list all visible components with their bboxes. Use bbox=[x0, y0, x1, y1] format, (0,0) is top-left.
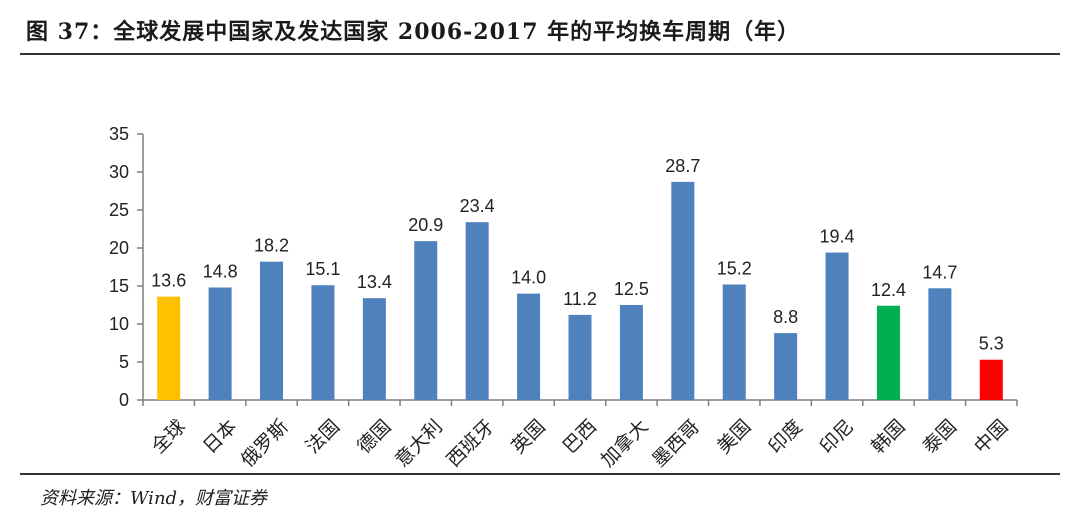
bar bbox=[979, 359, 1003, 400]
y-tick-label: 0 bbox=[119, 390, 129, 410]
bar bbox=[465, 222, 489, 400]
y-tick-label: 30 bbox=[109, 162, 129, 182]
bar-value-label: 11.2 bbox=[563, 289, 597, 309]
source-divider bbox=[20, 473, 1060, 475]
chart-bars bbox=[157, 181, 1003, 400]
x-category-label: 墨西哥 bbox=[648, 416, 704, 472]
bar bbox=[311, 285, 335, 400]
bar bbox=[671, 181, 695, 400]
x-category-label: 日本 bbox=[199, 416, 241, 458]
bar bbox=[362, 298, 386, 400]
bar-value-label: 14.0 bbox=[511, 268, 546, 288]
bar-value-label: 13.6 bbox=[151, 271, 186, 291]
x-category-label: 泰国 bbox=[919, 416, 961, 458]
bar bbox=[876, 305, 900, 400]
bar-value-label: 13.4 bbox=[357, 272, 392, 292]
bar-value-label: 19.4 bbox=[820, 227, 855, 247]
y-tick-label: 20 bbox=[109, 238, 129, 258]
source-note: 资料来源：Wind，财富证券 bbox=[40, 488, 268, 509]
bar bbox=[208, 287, 232, 400]
chart-title: 图 37：全球发展中国家及发达国家 2006-2017 年的平均换车周期（年） bbox=[26, 19, 801, 45]
bar-value-label: 15.2 bbox=[717, 258, 752, 278]
y-tick-label: 25 bbox=[109, 200, 129, 220]
x-category-label: 德国 bbox=[353, 416, 395, 458]
bar-value-label: 14.7 bbox=[922, 262, 957, 282]
bar-value-label: 12.5 bbox=[614, 279, 649, 299]
bar bbox=[414, 241, 438, 400]
bar bbox=[568, 314, 592, 400]
bar-value-label: 5.3 bbox=[979, 334, 1004, 354]
bar-value-label: 28.7 bbox=[665, 156, 700, 176]
bar bbox=[774, 333, 798, 400]
bar bbox=[157, 296, 181, 400]
x-category-label: 巴西 bbox=[559, 416, 601, 458]
bar-value-label: 12.4 bbox=[871, 280, 906, 300]
bar bbox=[825, 252, 849, 400]
bar-value-label: 18.2 bbox=[254, 236, 289, 256]
x-category-label: 加拿大 bbox=[596, 415, 653, 472]
bar bbox=[722, 284, 746, 400]
x-category-label: 全球 bbox=[147, 416, 189, 458]
x-category-label: 印尼 bbox=[816, 416, 858, 458]
x-category-label: 英国 bbox=[507, 416, 549, 458]
x-category-label: 俄罗斯 bbox=[237, 416, 293, 472]
y-tick-label: 5 bbox=[119, 352, 129, 372]
title-divider bbox=[20, 53, 1060, 55]
y-tick-label: 15 bbox=[109, 276, 129, 296]
x-category-label: 西班牙 bbox=[442, 416, 498, 472]
x-category-label: 中国 bbox=[970, 416, 1012, 458]
bar-value-label: 23.4 bbox=[460, 196, 495, 216]
y-tick-label: 35 bbox=[109, 124, 129, 144]
x-category-label: 意大利 bbox=[391, 416, 447, 472]
bar-value-label: 8.8 bbox=[773, 307, 798, 327]
bar-value-label: 14.8 bbox=[203, 262, 238, 282]
bar bbox=[517, 293, 541, 400]
x-category-label: 印度 bbox=[764, 416, 806, 458]
bar-value-label: 20.9 bbox=[408, 215, 443, 235]
x-category-label: 韩国 bbox=[867, 416, 909, 458]
bar bbox=[928, 288, 952, 400]
chart-value-labels: 13.6 14.8 18.2 15.1 13.4 20.9 23.4 14.0 11.2 12.5… bbox=[151, 156, 1004, 354]
y-tick-label: 10 bbox=[109, 314, 129, 334]
bar bbox=[260, 261, 284, 400]
chart-axes: 0 5 10 15 20 25 30 35 bbox=[109, 124, 1018, 410]
bar-value-label: 15.1 bbox=[305, 259, 340, 279]
x-category-label: 法国 bbox=[302, 416, 344, 458]
bar bbox=[619, 305, 643, 400]
x-category-label: 美国 bbox=[713, 416, 755, 458]
